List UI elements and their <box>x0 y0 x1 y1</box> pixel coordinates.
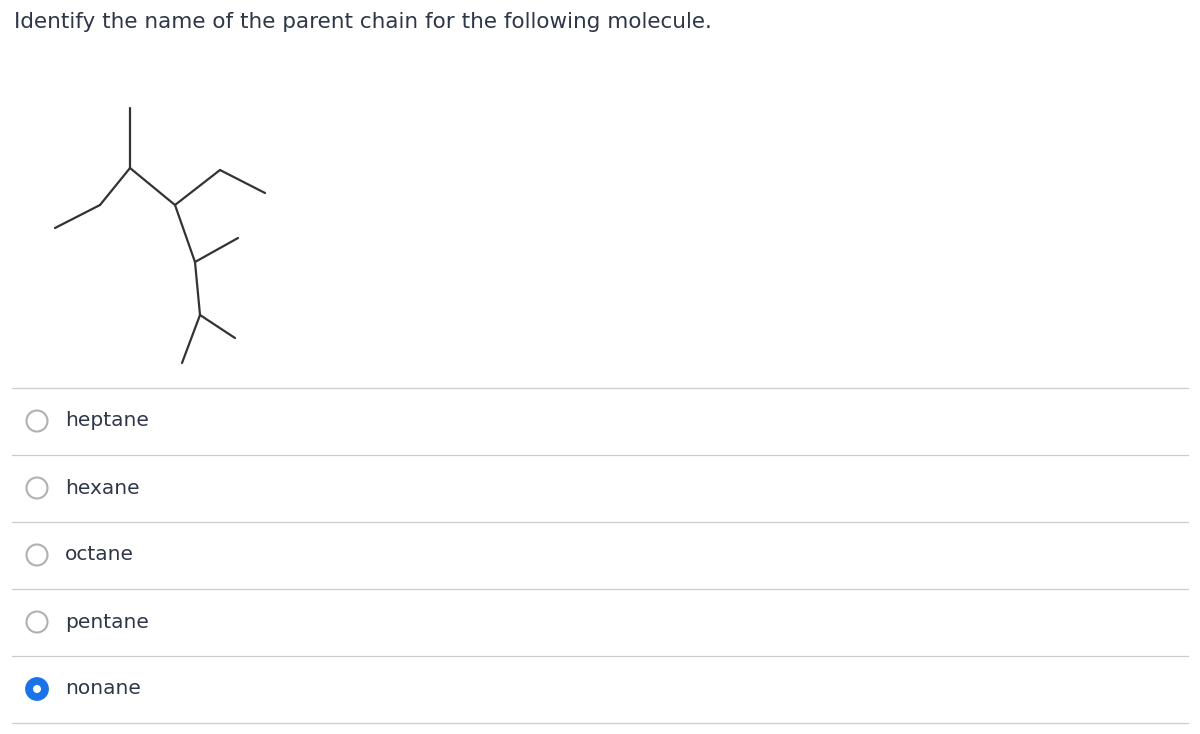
Circle shape <box>26 678 48 700</box>
Circle shape <box>26 478 48 498</box>
Circle shape <box>26 611 48 633</box>
Circle shape <box>34 685 41 693</box>
Circle shape <box>26 410 48 432</box>
Circle shape <box>26 545 48 565</box>
Text: heptane: heptane <box>65 412 149 431</box>
Text: Identify the name of the parent chain for the following molecule.: Identify the name of the parent chain fo… <box>14 12 712 32</box>
Text: octane: octane <box>65 545 134 564</box>
Text: nonane: nonane <box>65 680 140 699</box>
Text: pentane: pentane <box>65 612 149 631</box>
Text: hexane: hexane <box>65 479 139 498</box>
